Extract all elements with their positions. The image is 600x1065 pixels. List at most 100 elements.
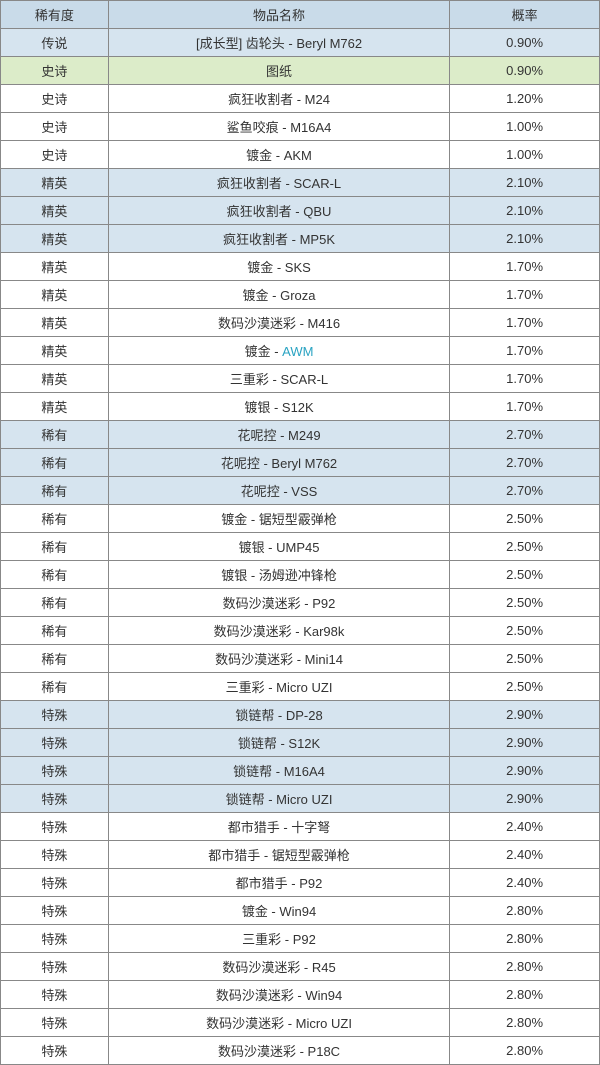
cell-name: 花呢控 - Beryl M762 bbox=[108, 449, 449, 477]
cell-probability: 1.70% bbox=[450, 393, 600, 421]
cell-probability: 2.10% bbox=[450, 169, 600, 197]
cell-name: 镀金 - Groza bbox=[108, 281, 449, 309]
cell-probability: 2.50% bbox=[450, 505, 600, 533]
cell-probability: 2.50% bbox=[450, 673, 600, 701]
cell-name: 数码沙漠迷彩 - Kar98k bbox=[108, 617, 449, 645]
cell-rarity: 稀有 bbox=[1, 449, 109, 477]
table-row: 特殊都市猎手 - 锯短型霰弹枪2.40% bbox=[1, 841, 600, 869]
table-row: 特殊三重彩 - P922.80% bbox=[1, 925, 600, 953]
cell-probability: 2.50% bbox=[450, 617, 600, 645]
cell-name: 花呢控 - M249 bbox=[108, 421, 449, 449]
cell-probability: 1.70% bbox=[450, 281, 600, 309]
cell-rarity: 稀有 bbox=[1, 645, 109, 673]
cell-name: 都市猎手 - P92 bbox=[108, 869, 449, 897]
cell-probability: 1.70% bbox=[450, 365, 600, 393]
cell-rarity: 特殊 bbox=[1, 841, 109, 869]
cell-rarity: 稀有 bbox=[1, 533, 109, 561]
cell-probability: 1.70% bbox=[450, 337, 600, 365]
cell-name: 三重彩 - P92 bbox=[108, 925, 449, 953]
cell-probability: 2.70% bbox=[450, 421, 600, 449]
cell-name: 花呢控 - VSS bbox=[108, 477, 449, 505]
table-row: 稀有花呢控 - M2492.70% bbox=[1, 421, 600, 449]
cell-rarity: 稀有 bbox=[1, 617, 109, 645]
cell-name: 镀金 - 锯短型霰弹枪 bbox=[108, 505, 449, 533]
cell-probability: 2.40% bbox=[450, 841, 600, 869]
cell-probability: 0.90% bbox=[450, 29, 600, 57]
cell-rarity: 精英 bbox=[1, 309, 109, 337]
cell-name: 镀金 - Win94 bbox=[108, 897, 449, 925]
cell-name: 三重彩 - SCAR-L bbox=[108, 365, 449, 393]
cell-rarity: 稀有 bbox=[1, 561, 109, 589]
table-row: 特殊都市猎手 - P922.40% bbox=[1, 869, 600, 897]
cell-rarity: 特殊 bbox=[1, 981, 109, 1009]
cell-name: 三重彩 - Micro UZI bbox=[108, 673, 449, 701]
cell-probability: 2.70% bbox=[450, 449, 600, 477]
cell-probability: 2.50% bbox=[450, 645, 600, 673]
cell-name: 锁链帮 - Micro UZI bbox=[108, 785, 449, 813]
cell-rarity: 特殊 bbox=[1, 757, 109, 785]
table-row: 稀有镀银 - 汤姆逊冲锋枪2.50% bbox=[1, 561, 600, 589]
cell-rarity: 特殊 bbox=[1, 729, 109, 757]
column-header-prob: 概率 bbox=[450, 1, 600, 29]
cell-name: 数码沙漠迷彩 - Micro UZI bbox=[108, 1009, 449, 1037]
cell-name: 锁链帮 - M16A4 bbox=[108, 757, 449, 785]
cell-probability: 2.90% bbox=[450, 701, 600, 729]
cell-name-prefix: 镀金 - bbox=[245, 344, 283, 359]
cell-rarity: 特殊 bbox=[1, 785, 109, 813]
table-row: 特殊数码沙漠迷彩 - P18C2.80% bbox=[1, 1037, 600, 1065]
cell-name: 数码沙漠迷彩 - R45 bbox=[108, 953, 449, 981]
cell-name: 疯狂收割者 - MP5K bbox=[108, 225, 449, 253]
table-row: 精英数码沙漠迷彩 - M4161.70% bbox=[1, 309, 600, 337]
table-row: 精英疯狂收割者 - MP5K2.10% bbox=[1, 225, 600, 253]
cell-rarity: 史诗 bbox=[1, 141, 109, 169]
cell-name-link[interactable]: AWM bbox=[282, 344, 313, 359]
cell-probability: 2.10% bbox=[450, 225, 600, 253]
cell-probability: 1.70% bbox=[450, 253, 600, 281]
cell-probability: 2.40% bbox=[450, 869, 600, 897]
table-row: 精英疯狂收割者 - SCAR-L2.10% bbox=[1, 169, 600, 197]
table-row: 史诗鲨鱼咬痕 - M16A41.00% bbox=[1, 113, 600, 141]
cell-probability: 2.90% bbox=[450, 757, 600, 785]
table-row: 精英镀金 - SKS1.70% bbox=[1, 253, 600, 281]
table-row: 稀有花呢控 - VSS2.70% bbox=[1, 477, 600, 505]
cell-probability: 2.70% bbox=[450, 477, 600, 505]
table-row: 特殊锁链帮 - M16A42.90% bbox=[1, 757, 600, 785]
table-row: 特殊锁链帮 - DP-282.90% bbox=[1, 701, 600, 729]
cell-probability: 2.50% bbox=[450, 589, 600, 617]
table-row: 精英疯狂收割者 - QBU2.10% bbox=[1, 197, 600, 225]
cell-rarity: 史诗 bbox=[1, 113, 109, 141]
table-row: 史诗图纸0.90% bbox=[1, 57, 600, 85]
table-row: 特殊数码沙漠迷彩 - Win942.80% bbox=[1, 981, 600, 1009]
table-row: 稀有三重彩 - Micro UZI2.50% bbox=[1, 673, 600, 701]
cell-name: 镀金 - AKM bbox=[108, 141, 449, 169]
cell-rarity: 精英 bbox=[1, 281, 109, 309]
column-header-rarity: 稀有度 bbox=[1, 1, 109, 29]
cell-probability: 2.80% bbox=[450, 981, 600, 1009]
cell-name: 镀银 - UMP45 bbox=[108, 533, 449, 561]
table-row: 特殊数码沙漠迷彩 - Micro UZI2.80% bbox=[1, 1009, 600, 1037]
table-row: 精英镀金 - Groza1.70% bbox=[1, 281, 600, 309]
cell-probability: 2.90% bbox=[450, 785, 600, 813]
cell-rarity: 特殊 bbox=[1, 869, 109, 897]
drop-rate-table: 稀有度物品名称概率 传说[成长型] 齿轮头 - Beryl M7620.90%史… bbox=[0, 0, 600, 1065]
cell-probability: 2.10% bbox=[450, 197, 600, 225]
table-row: 精英三重彩 - SCAR-L1.70% bbox=[1, 365, 600, 393]
cell-rarity: 稀有 bbox=[1, 477, 109, 505]
table-row: 稀有数码沙漠迷彩 - Kar98k2.50% bbox=[1, 617, 600, 645]
cell-probability: 2.80% bbox=[450, 925, 600, 953]
table-row: 特殊都市猎手 - 十字弩2.40% bbox=[1, 813, 600, 841]
cell-name: 疯狂收割者 - M24 bbox=[108, 85, 449, 113]
cell-name: 镀银 - 汤姆逊冲锋枪 bbox=[108, 561, 449, 589]
table-row: 特殊锁链帮 - S12K2.90% bbox=[1, 729, 600, 757]
table-row: 传说[成长型] 齿轮头 - Beryl M7620.90% bbox=[1, 29, 600, 57]
table-header: 稀有度物品名称概率 bbox=[1, 1, 600, 29]
cell-name: 数码沙漠迷彩 - M416 bbox=[108, 309, 449, 337]
table-row: 稀有镀银 - UMP452.50% bbox=[1, 533, 600, 561]
cell-rarity: 精英 bbox=[1, 197, 109, 225]
cell-name: [成长型] 齿轮头 - Beryl M762 bbox=[108, 29, 449, 57]
cell-name: 都市猎手 - 十字弩 bbox=[108, 813, 449, 841]
cell-probability: 2.80% bbox=[450, 1037, 600, 1065]
cell-rarity: 史诗 bbox=[1, 85, 109, 113]
cell-name: 数码沙漠迷彩 - Win94 bbox=[108, 981, 449, 1009]
table-row: 特殊锁链帮 - Micro UZI2.90% bbox=[1, 785, 600, 813]
